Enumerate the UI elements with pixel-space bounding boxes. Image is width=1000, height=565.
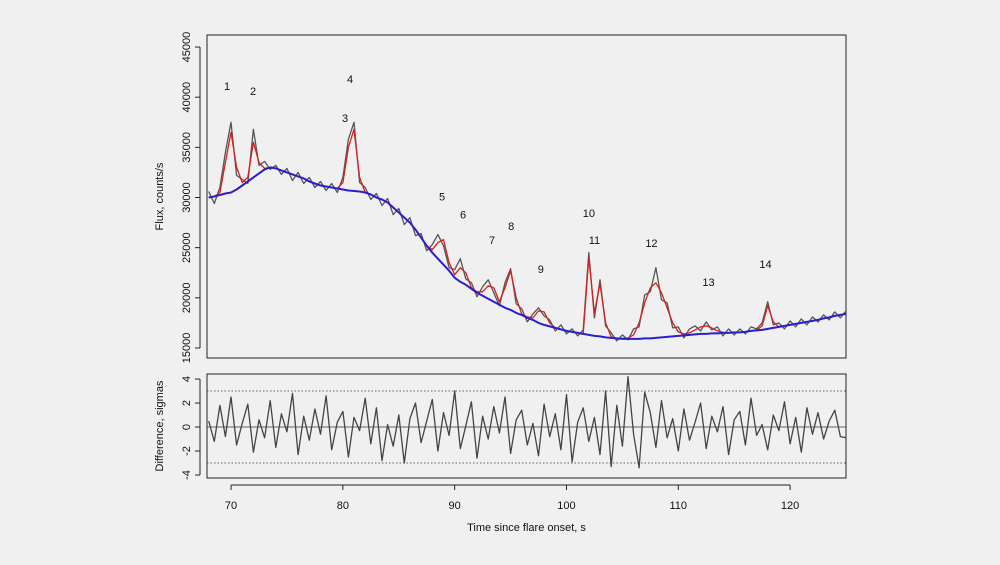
series-line — [208, 128, 847, 340]
y-tick-label: 45000 — [181, 32, 193, 63]
y-tick-label: 4 — [181, 376, 193, 382]
peak-label: 9 — [538, 264, 544, 276]
y-tick-label: 40000 — [181, 82, 193, 113]
y-tick-label: 15000 — [181, 333, 193, 364]
x-tick-label: 90 — [449, 500, 461, 512]
peak-label: 2 — [250, 86, 256, 98]
x-axis-title: Time since flare onset, s — [467, 522, 586, 534]
series-line — [208, 375, 847, 469]
peak-label: 12 — [645, 238, 657, 250]
y-tick-label: 20000 — [181, 283, 193, 314]
peak-label: 8 — [508, 221, 514, 233]
y-tick-label: -4 — [181, 470, 193, 480]
peak-label: 14 — [759, 259, 771, 271]
x-tick-label: 70 — [225, 500, 237, 512]
x-tick-label: 120 — [781, 500, 799, 512]
y-tick-label: 25000 — [181, 232, 193, 263]
peak-label: 10 — [583, 208, 595, 220]
peak-label: 11 — [589, 235, 600, 247]
plot-frame — [206, 34, 847, 359]
x-tick-label: 100 — [557, 500, 575, 512]
peak-label: 7 — [489, 235, 495, 247]
series-line — [208, 121, 847, 342]
peak-label: 5 — [439, 191, 445, 203]
plot-frame — [206, 373, 847, 479]
y-tick-label: 35000 — [181, 132, 193, 163]
x-tick-label: 80 — [337, 500, 349, 512]
y-tick-label: 0 — [181, 424, 193, 430]
peak-label: 4 — [347, 74, 353, 86]
y-tick-label: -2 — [181, 446, 193, 456]
peak-label: 13 — [702, 277, 714, 289]
peak-label: 3 — [342, 113, 348, 125]
y-tick-label: 30000 — [181, 182, 193, 213]
y-axis-title: Flux, counts/s — [154, 162, 166, 230]
x-tick-label: 110 — [670, 500, 688, 512]
peak-label: 6 — [460, 209, 466, 221]
y-tick-label: 2 — [181, 400, 193, 406]
series-line — [208, 166, 847, 340]
y-axis-title: Difference, sigmas — [154, 380, 166, 471]
peak-label: 1 — [224, 81, 230, 93]
